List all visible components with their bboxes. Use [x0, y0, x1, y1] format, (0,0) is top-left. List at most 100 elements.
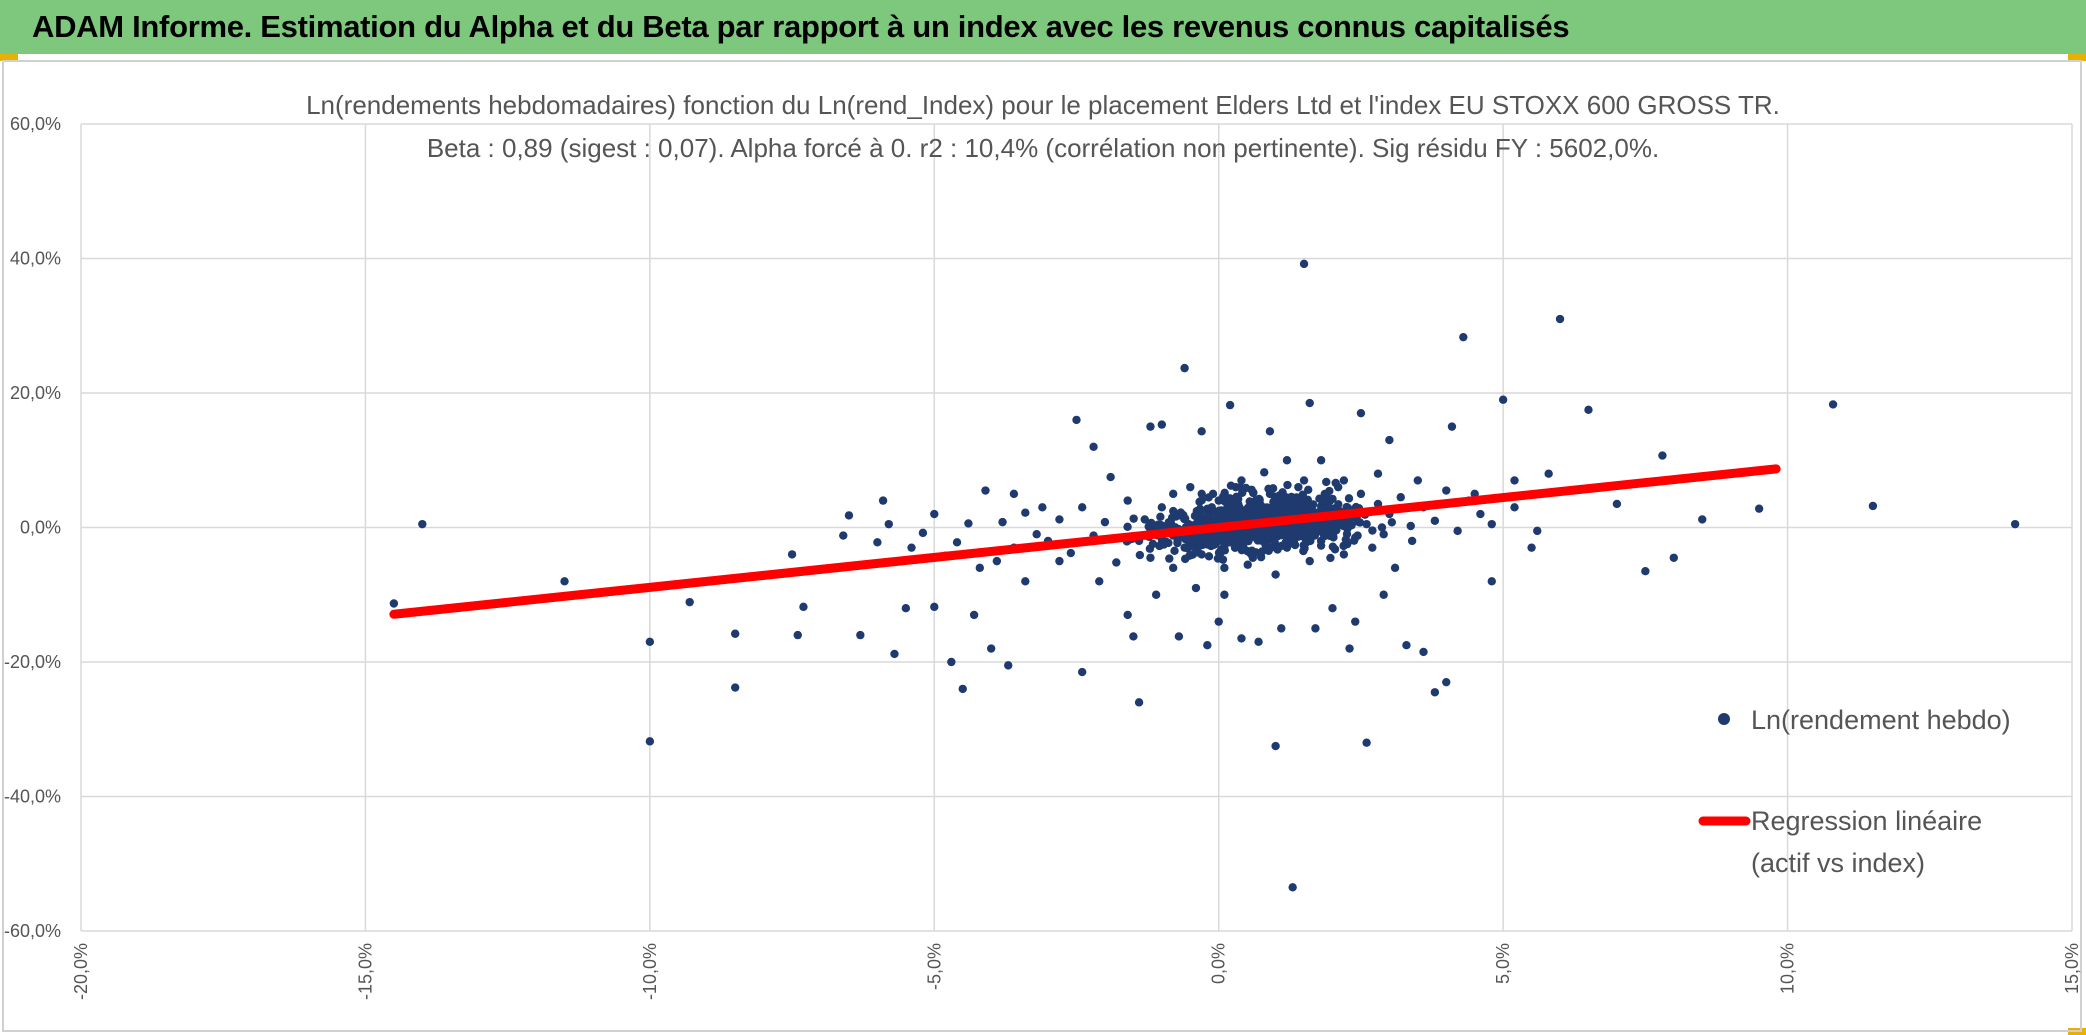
data-point — [930, 509, 939, 519]
data-point — [1021, 508, 1030, 517]
data-point — [1280, 530, 1289, 539]
data-point — [1379, 530, 1388, 539]
report-title-banner: ADAM Informe. Estimation du Alpha et du … — [0, 0, 2086, 54]
data-point — [1244, 536, 1253, 546]
data-point — [1134, 698, 1144, 707]
data-point — [1169, 563, 1178, 573]
data-point — [1368, 543, 1377, 552]
data-point — [1197, 427, 1206, 436]
data-point — [645, 637, 655, 647]
data-point — [1555, 314, 1565, 324]
data-point — [1339, 550, 1349, 559]
data-point — [1407, 536, 1417, 546]
data-point — [1368, 526, 1377, 535]
data-point — [1254, 637, 1263, 647]
data-point — [1299, 476, 1309, 485]
data-point — [2010, 519, 2020, 529]
data-point — [1193, 548, 1203, 557]
data-point — [1236, 482, 1245, 492]
data-point — [1377, 523, 1387, 532]
data-point — [1754, 504, 1764, 513]
data-point — [1220, 488, 1229, 498]
data-point — [1385, 435, 1394, 445]
chart-grid — [80, 123, 2073, 932]
data-point — [1406, 521, 1415, 531]
data-point — [1362, 738, 1371, 747]
legend-scatter-label: Ln(rendement hebdo) — [1751, 705, 2011, 735]
data-point — [1356, 408, 1366, 418]
data-point — [1123, 610, 1132, 620]
x-tick-label: 15,0% — [2062, 943, 2082, 994]
data-point — [1197, 506, 1206, 515]
data-point — [1419, 647, 1428, 657]
data-point — [1311, 624, 1320, 633]
chart-subtitle: Beta : 0,89 (sigest : 0,07). Alpha forcé… — [427, 133, 1659, 163]
data-point — [1089, 442, 1098, 451]
data-point — [1328, 604, 1337, 613]
data-point — [1356, 489, 1366, 499]
data-point — [930, 602, 939, 612]
data-point — [1237, 476, 1246, 485]
data-point — [1145, 544, 1155, 553]
data-point — [645, 737, 655, 746]
data-point — [1106, 472, 1115, 482]
corner-marker-left — [0, 54, 18, 61]
y-tick-label: 60,0% — [10, 114, 61, 134]
data-point — [1055, 515, 1064, 524]
data-point — [958, 684, 967, 694]
data-point — [884, 519, 893, 529]
data-point — [1077, 667, 1087, 677]
data-point — [1156, 512, 1165, 521]
data-point — [1135, 550, 1145, 560]
data-point — [1658, 451, 1667, 460]
data-point — [1331, 478, 1340, 488]
data-point — [1487, 577, 1496, 586]
data-point — [992, 556, 1002, 566]
data-point — [1244, 503, 1253, 512]
x-tick-label: -10,0% — [640, 943, 660, 1000]
data-point — [975, 563, 984, 573]
data-point — [947, 657, 956, 667]
chart-title: Ln(rendements hebdomadaires) fonction du… — [306, 90, 1780, 120]
data-point — [1487, 519, 1496, 529]
data-point — [1072, 415, 1081, 425]
data-point — [1215, 512, 1225, 522]
data-point — [1204, 493, 1213, 502]
regression-series — [389, 464, 1781, 619]
data-point — [1442, 677, 1451, 687]
data-point — [1316, 541, 1326, 550]
data-point — [1294, 482, 1303, 492]
data-point — [1228, 505, 1237, 514]
data-point — [1349, 536, 1359, 545]
data-point — [1214, 617, 1223, 626]
data-point — [1271, 570, 1280, 579]
x-tick-label: -15,0% — [355, 943, 375, 1000]
data-point — [1066, 548, 1076, 558]
data-point — [1305, 398, 1314, 408]
data-point — [1345, 644, 1354, 653]
data-point — [1200, 531, 1210, 541]
data-point — [1220, 539, 1230, 548]
data-point — [1325, 496, 1335, 506]
data-point — [981, 486, 990, 495]
data-point — [1327, 518, 1336, 528]
data-point — [1204, 552, 1214, 561]
data-point — [389, 599, 399, 608]
data-point — [799, 602, 808, 612]
data-point — [1266, 543, 1276, 553]
data-point — [1351, 617, 1360, 626]
corner-marker-right — [2068, 54, 2086, 61]
data-point — [918, 528, 928, 538]
legend-regression-label-line2: (actif vs index) — [1751, 848, 1925, 878]
data-point — [1641, 567, 1650, 576]
data-point — [1249, 510, 1259, 520]
data-point — [1112, 558, 1121, 567]
data-point — [1396, 493, 1405, 502]
data-point — [1362, 519, 1371, 529]
data-point — [793, 630, 802, 640]
data-point — [1277, 624, 1286, 633]
data-point — [1669, 553, 1679, 562]
data-point — [1390, 563, 1400, 573]
legend-scatter-marker — [1718, 713, 1730, 725]
data-point — [730, 629, 740, 638]
